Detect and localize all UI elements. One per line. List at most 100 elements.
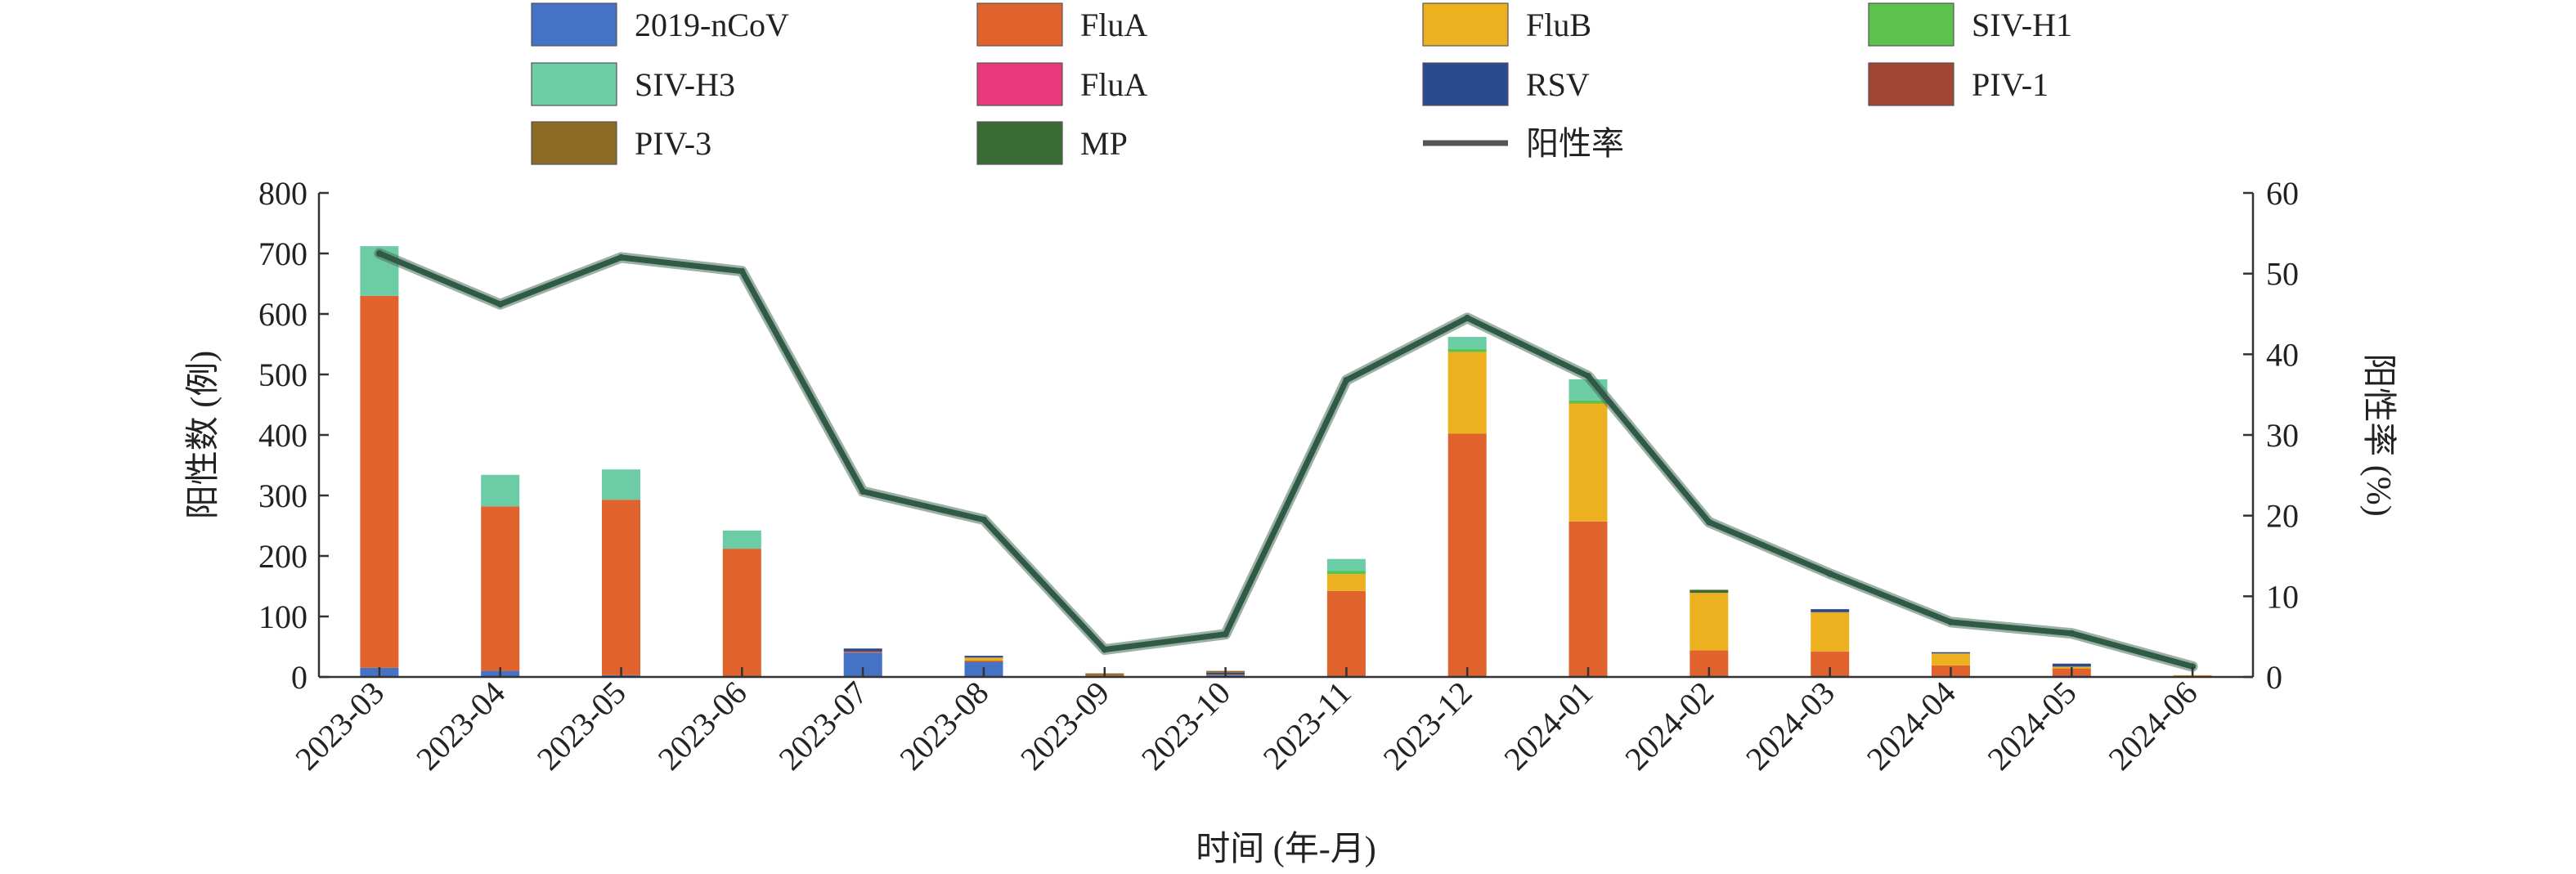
y-tick-label-left: 700 bbox=[258, 235, 307, 272]
rate-point-2024-03 bbox=[1826, 570, 1833, 577]
x-tick-label: 2023-06 bbox=[651, 675, 754, 778]
rate-point-2024-06 bbox=[2189, 663, 2197, 670]
rate-point-2023-07 bbox=[859, 488, 867, 495]
bar-2024-03-s2 bbox=[1811, 612, 1850, 652]
bar-2023-05-s4 bbox=[602, 469, 640, 500]
bar-2023-07-s1 bbox=[843, 651, 882, 653]
axes: 0 100 200 300 400 500 600 700 800 0 10 20 30 40 50 60 20… bbox=[258, 175, 2299, 778]
y-tick-label-left: 100 bbox=[258, 598, 307, 635]
legend-label: SIV-H1 bbox=[1972, 7, 2072, 43]
bar-2024-05-s6 bbox=[2052, 663, 2091, 667]
rate-point-2023-10 bbox=[1222, 630, 1229, 638]
rate-point-2023-04 bbox=[496, 301, 504, 308]
bar-2023-07-s6 bbox=[843, 648, 882, 652]
x-tick-label: 2024-02 bbox=[1618, 675, 1721, 778]
x-tick-label: 2024-06 bbox=[2101, 675, 2204, 778]
legend-swatch bbox=[1422, 2, 1509, 47]
bar-2023-11-s3 bbox=[1326, 571, 1366, 575]
rate-point-2023-09 bbox=[1101, 646, 1108, 653]
legend-label: SIV-H3 bbox=[635, 66, 735, 103]
positive-rate-line-layer bbox=[374, 248, 2198, 672]
legend-swatch bbox=[1868, 62, 1954, 106]
legend-label: MP bbox=[1080, 125, 1128, 162]
y-tick-label-right: 0 bbox=[2266, 659, 2282, 696]
legend-swatch bbox=[1868, 2, 1954, 47]
legend-label: PIV-1 bbox=[1972, 66, 2049, 103]
legend-swatch bbox=[976, 121, 1063, 165]
bar-2024-03-s6 bbox=[1811, 609, 1850, 612]
legend-label: FluA bbox=[1080, 7, 1147, 43]
y-axis-title-right: 阳性率 (%) bbox=[2359, 353, 2398, 516]
x-tick-label: 2023-11 bbox=[1256, 675, 1358, 777]
rate-point-2024-05 bbox=[2068, 630, 2076, 637]
x-tick-label: 2024-03 bbox=[1739, 675, 1842, 778]
rate-point-2023-05 bbox=[617, 253, 625, 261]
bar-2024-02-s9 bbox=[1690, 589, 1729, 594]
bar-2023-08-s6 bbox=[964, 656, 1003, 658]
bar-2023-03-s1 bbox=[360, 295, 399, 668]
legend-swatch bbox=[976, 62, 1063, 106]
y-tick-label-left: 200 bbox=[258, 538, 307, 575]
x-tick-label: 2023-08 bbox=[892, 675, 995, 778]
legend-swatch bbox=[1422, 62, 1509, 106]
bar-2023-12-s1 bbox=[1447, 433, 1487, 676]
bar-2023-06-s1 bbox=[722, 549, 761, 676]
x-tick-label: 2023-05 bbox=[530, 675, 633, 778]
legend-swatch bbox=[531, 62, 617, 106]
x-tick-label: 2024-04 bbox=[1860, 675, 1963, 778]
bar-2023-12-s4 bbox=[1447, 337, 1487, 349]
positive-rate-line-halo bbox=[374, 248, 2198, 672]
rate-point-2023-08 bbox=[981, 516, 987, 523]
bar-2023-04-s1 bbox=[481, 506, 520, 671]
x-tick-label: 2024-01 bbox=[1497, 675, 1600, 778]
x-tick-label: 2023-04 bbox=[409, 675, 512, 778]
rate-point-2023-11 bbox=[1343, 376, 1350, 383]
legend-swatch bbox=[976, 2, 1063, 47]
bar-2023-08-s1 bbox=[964, 661, 1003, 662]
bar-2024-02-s2 bbox=[1690, 593, 1729, 651]
legend: 2019-nCoV FluA FluB SIV-H1 SIV-H3 FluA RSV PIV-… bbox=[531, 2, 2072, 165]
y-tick-label-left: 600 bbox=[258, 296, 307, 333]
x-tick-label: 2023-10 bbox=[1134, 675, 1237, 778]
x-axis-title: 时间 (年-月) bbox=[1196, 830, 1376, 868]
bar-2023-12-s2 bbox=[1447, 352, 1487, 434]
bar-2023-08-s2 bbox=[964, 657, 1003, 661]
bar-2023-11-s4 bbox=[1326, 558, 1366, 571]
bar-2024-01-s2 bbox=[1568, 403, 1608, 522]
rate-point-2024-01 bbox=[1585, 373, 1591, 379]
x-tick-label: 2023-09 bbox=[1013, 675, 1116, 778]
legend-label: 阳性率 bbox=[1526, 125, 1624, 162]
y-tick-label-left: 0 bbox=[291, 659, 307, 696]
legend-label: FluB bbox=[1526, 7, 1591, 43]
bar-2023-05-s1 bbox=[602, 500, 640, 675]
y-tick-label-right: 40 bbox=[2266, 336, 2299, 373]
bar-2023-11-s2 bbox=[1326, 574, 1366, 591]
legend-label: PIV-3 bbox=[635, 125, 711, 162]
bars bbox=[360, 246, 2212, 677]
bar-2023-04-s4 bbox=[481, 474, 520, 507]
bar-2024-01-s1 bbox=[1568, 521, 1608, 676]
legend-label: RSV bbox=[1526, 66, 1590, 103]
rate-point-2024-02 bbox=[1705, 518, 1712, 526]
bar-2023-06-s4 bbox=[722, 530, 761, 549]
bar-2024-04-s2 bbox=[1932, 653, 1970, 666]
y-tick-label-right: 10 bbox=[2266, 578, 2299, 615]
legend-label: 2019-nCoV bbox=[635, 7, 789, 43]
positive-rate-line bbox=[376, 250, 2196, 670]
legend-swatch bbox=[531, 2, 617, 47]
y-tick-label-right: 60 bbox=[2266, 175, 2299, 212]
rate-point-2023-12 bbox=[1464, 314, 1471, 321]
y-tick-label-left: 800 bbox=[258, 175, 307, 212]
rate-point-2023-06 bbox=[738, 267, 746, 275]
x-tick-label: 2023-07 bbox=[771, 675, 874, 778]
rate-point-2023-03 bbox=[375, 250, 383, 257]
bar-2024-01-s3 bbox=[1568, 400, 1608, 404]
x-tick-label: 2024-05 bbox=[1981, 675, 2084, 778]
legend-swatch bbox=[531, 121, 617, 165]
rate-point-2024-04 bbox=[1947, 618, 1954, 625]
y-tick-label-right: 30 bbox=[2266, 417, 2299, 454]
bar-2024-04-s6 bbox=[1932, 652, 1970, 654]
bar-2023-11-s1 bbox=[1326, 590, 1366, 676]
y-tick-label-left: 500 bbox=[258, 356, 307, 393]
